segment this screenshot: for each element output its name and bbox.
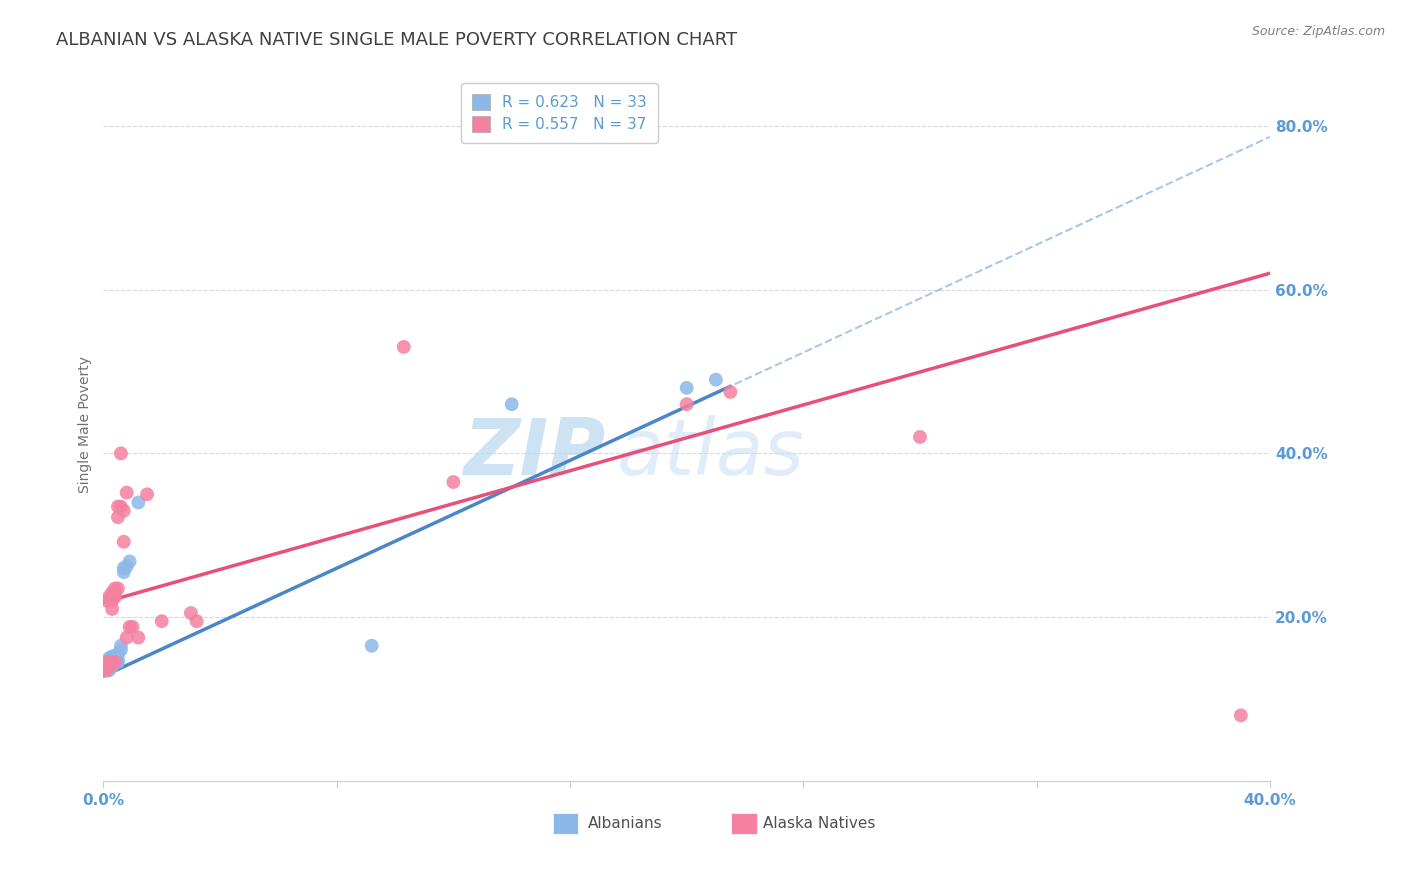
Text: ALBANIAN VS ALASKA NATIVE SINGLE MALE POVERTY CORRELATION CHART: ALBANIAN VS ALASKA NATIVE SINGLE MALE PO… (56, 31, 737, 49)
Point (115, 559, 138, 574)
Point (104, 655, 127, 669)
Point (101, 602, 124, 616)
Point (96, 664, 118, 678)
Point (101, 653, 124, 667)
Bar (731, 813, 756, 834)
Point (107, 655, 129, 669)
Point (115, 631, 138, 645)
Point (101, 655, 124, 669)
Point (127, 495, 149, 509)
Point (96, 664, 118, 678)
Legend: R = 0.623   N = 33, R = 0.557   N = 37: R = 0.623 N = 33, R = 0.557 N = 37 (461, 83, 658, 143)
Text: ZIP: ZIP (463, 415, 605, 491)
Point (98, 655, 121, 669)
Point (96, 593, 118, 607)
Point (720, 384, 742, 399)
Point (107, 510, 129, 524)
Point (107, 647, 129, 661)
Point (675, 381, 697, 395)
Point (104, 590, 127, 604)
Point (98, 653, 121, 667)
Bar (553, 813, 578, 834)
Text: Albanians: Albanians (588, 816, 662, 831)
Point (107, 582, 129, 596)
Point (101, 659, 124, 673)
Point (121, 620, 143, 634)
Point (704, 373, 727, 387)
Point (101, 655, 124, 669)
Point (441, 475, 464, 489)
Point (110, 446, 132, 460)
Point (501, 397, 523, 411)
Point (675, 397, 697, 411)
Point (104, 655, 127, 669)
Point (110, 639, 132, 653)
Point (104, 582, 127, 596)
Point (110, 500, 132, 514)
Point (101, 649, 124, 664)
Point (98, 659, 121, 673)
Point (112, 561, 135, 575)
Point (127, 631, 149, 645)
Point (98, 655, 121, 669)
Point (104, 585, 127, 599)
Point (96, 664, 118, 678)
Point (107, 653, 129, 667)
Point (110, 643, 132, 657)
Point (98, 659, 121, 673)
Point (112, 504, 135, 518)
Point (96, 659, 118, 673)
Point (908, 430, 931, 444)
Text: Alaska Natives: Alaska Natives (762, 816, 875, 831)
Point (112, 565, 135, 579)
Point (118, 620, 141, 634)
Text: atlas: atlas (617, 415, 804, 491)
Point (96, 664, 118, 678)
Point (392, 340, 415, 354)
Point (98, 661, 121, 675)
Point (1230, 708, 1253, 723)
Point (136, 487, 159, 501)
Point (101, 585, 124, 599)
Point (118, 554, 141, 568)
Point (96, 661, 118, 675)
Point (98, 664, 121, 678)
Point (150, 614, 173, 628)
Point (96, 659, 118, 673)
Y-axis label: Single Male Poverty: Single Male Poverty (79, 356, 93, 493)
Point (180, 606, 202, 620)
Point (101, 593, 124, 607)
Point (115, 485, 138, 500)
Point (98, 651, 121, 665)
Point (186, 614, 208, 628)
Point (360, 639, 382, 653)
Point (98, 590, 121, 604)
Text: Source: ZipAtlas.com: Source: ZipAtlas.com (1251, 25, 1385, 38)
Point (101, 657, 124, 672)
Point (107, 500, 129, 514)
Point (104, 653, 127, 667)
Point (112, 534, 135, 549)
Point (104, 649, 127, 664)
Point (96, 655, 118, 669)
